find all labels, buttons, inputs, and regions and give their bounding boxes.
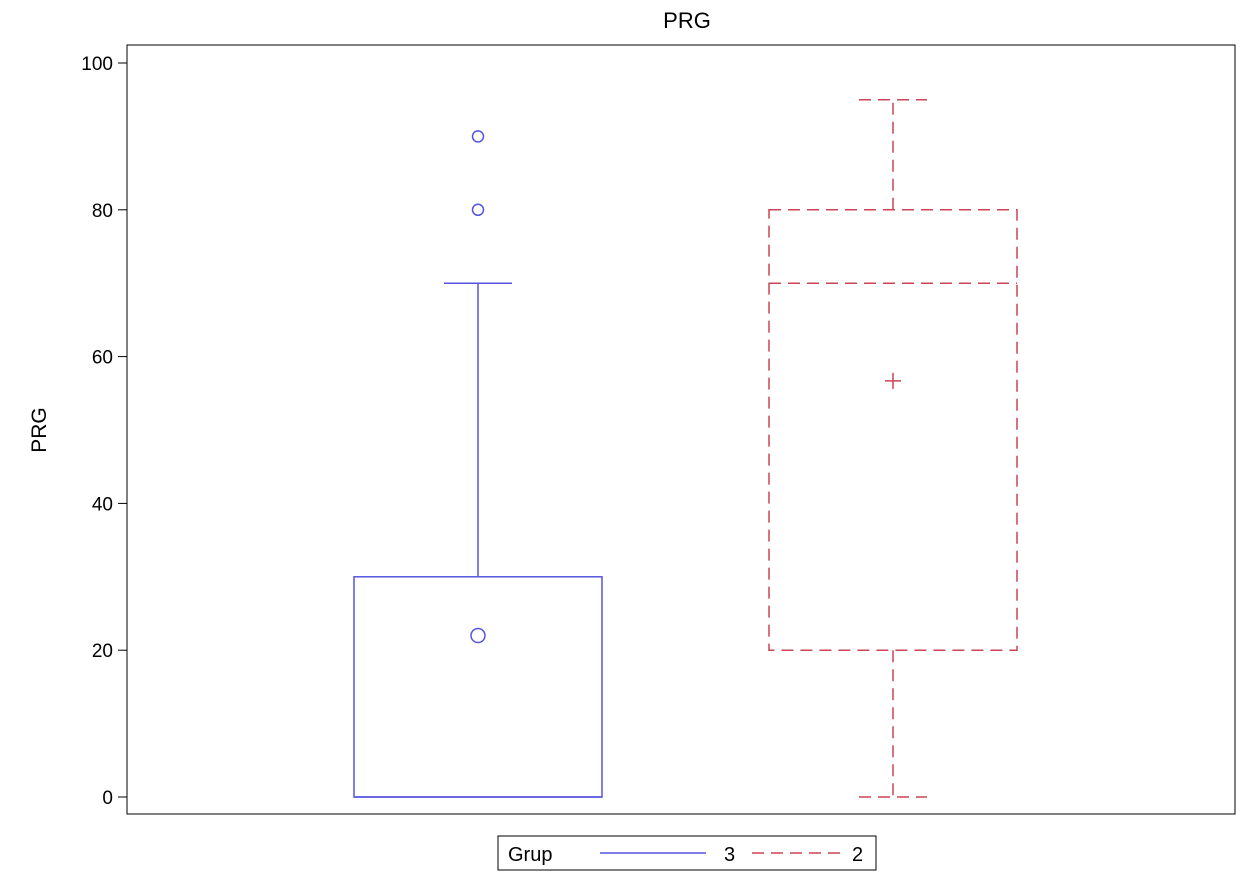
y-axis: 0 20 40 60 80 100	[81, 54, 127, 809]
legend-frame	[497, 835, 877, 871]
y-tick-label: 20	[92, 641, 113, 662]
legend: Grup 3 2	[497, 835, 877, 871]
box-mean-marker	[470, 627, 486, 644]
y-tick-label: 40	[92, 494, 113, 515]
y-tick-label: 60	[92, 348, 113, 369]
plot-frame	[126, 44, 1236, 815]
y-tick-label: 80	[92, 201, 113, 222]
box-outlier-point	[471, 203, 485, 217]
legend-label-series-3: 3	[724, 844, 735, 866]
box-iqr	[768, 209, 1018, 651]
y-axis-label: PRG	[28, 407, 51, 453]
box-series-group	[353, 98, 1018, 798]
legend-label-series-2: 2	[852, 844, 863, 866]
y-tick-label: 100	[81, 54, 113, 75]
box-mean-marker	[885, 372, 901, 389]
box-series-2	[768, 98, 1018, 798]
box-series-3	[353, 130, 603, 798]
box-outlier-point	[471, 130, 485, 143]
chart-title: PRG	[663, 8, 711, 33]
y-tick-label: 0	[102, 788, 113, 809]
legend-title: Grup	[508, 844, 552, 866]
box-iqr	[353, 576, 603, 798]
